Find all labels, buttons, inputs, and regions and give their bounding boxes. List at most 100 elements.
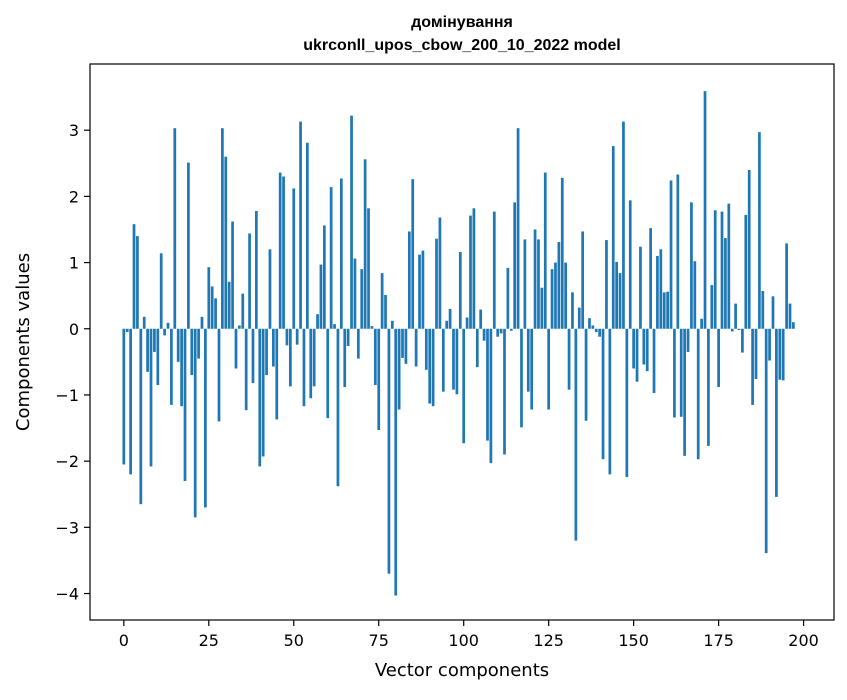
bar xyxy=(557,242,561,329)
bar xyxy=(401,328,404,358)
bar xyxy=(122,328,126,465)
bar xyxy=(424,328,428,370)
bar xyxy=(690,202,693,329)
bar xyxy=(649,228,652,329)
bar xyxy=(353,258,357,329)
bar xyxy=(509,328,513,331)
bar xyxy=(435,238,438,329)
bar xyxy=(448,308,452,329)
bar xyxy=(319,264,323,329)
y-axis-ticks: −4 −3 −2 −1 0 1 2 3 xyxy=(55,121,90,604)
bar xyxy=(458,251,462,329)
bar xyxy=(537,239,540,329)
bar xyxy=(608,328,612,475)
bar xyxy=(136,236,139,329)
bar xyxy=(465,317,469,329)
bar xyxy=(605,240,608,329)
bar xyxy=(346,328,350,346)
y-tick-label: 3 xyxy=(69,121,79,140)
bar xyxy=(207,267,211,329)
bar xyxy=(594,328,598,333)
x-tick-label: 150 xyxy=(618,631,649,650)
bar xyxy=(598,328,602,337)
x-tick-label: 100 xyxy=(448,631,479,650)
bar xyxy=(360,269,364,329)
bar xyxy=(506,267,510,329)
bar xyxy=(479,309,483,329)
bar xyxy=(163,328,166,336)
bar xyxy=(768,328,771,361)
bar xyxy=(550,269,554,329)
bar xyxy=(475,328,479,368)
bar xyxy=(265,328,268,376)
bar xyxy=(278,172,282,329)
bar xyxy=(764,328,768,554)
x-tick-label: 200 xyxy=(788,631,819,650)
bar xyxy=(251,328,255,384)
bar xyxy=(180,328,183,407)
x-tick-label: 0 xyxy=(119,631,129,650)
bar xyxy=(407,231,411,329)
bar xyxy=(703,91,707,329)
bar xyxy=(268,249,272,329)
bar xyxy=(289,328,292,387)
y-tick-label: −1 xyxy=(55,386,79,405)
bar xyxy=(316,314,319,329)
x-tick-label: 175 xyxy=(703,631,734,650)
bar xyxy=(326,328,330,419)
bar xyxy=(166,322,170,329)
y-tick-label: −2 xyxy=(55,452,79,471)
bar xyxy=(707,328,710,446)
bar xyxy=(489,328,493,464)
bar xyxy=(727,203,731,329)
bar xyxy=(302,328,306,407)
bar xyxy=(238,325,241,329)
bar xyxy=(676,174,680,329)
bar xyxy=(197,328,200,359)
bar xyxy=(397,328,401,410)
bar xyxy=(295,328,299,345)
bar xyxy=(482,328,486,341)
bar xyxy=(329,187,333,329)
bar xyxy=(139,328,143,505)
bar xyxy=(720,211,724,329)
x-axis-ticks: 0 25 50 75 100 125 150 175 200 xyxy=(119,620,819,650)
bar xyxy=(642,328,646,365)
bar xyxy=(421,250,425,329)
bar xyxy=(584,328,588,421)
bar xyxy=(771,296,775,329)
bar xyxy=(754,328,758,380)
bar xyxy=(411,179,415,329)
bar xyxy=(775,328,778,497)
x-tick-label: 125 xyxy=(533,631,564,650)
bar xyxy=(373,328,377,386)
bar xyxy=(370,326,374,329)
bar xyxy=(387,328,391,574)
bar xyxy=(662,292,666,329)
bar xyxy=(452,328,455,390)
bar xyxy=(696,328,700,460)
bar xyxy=(431,328,435,407)
bar xyxy=(343,328,347,388)
bar xyxy=(438,217,442,329)
bar xyxy=(309,328,313,399)
bar xyxy=(564,262,568,329)
bar xyxy=(632,328,635,369)
bar xyxy=(543,172,547,329)
bar xyxy=(567,328,571,390)
chart-title-line-1: домінування xyxy=(411,14,513,31)
bar xyxy=(781,328,785,381)
bar xyxy=(258,328,262,467)
bar xyxy=(741,328,744,353)
bar xyxy=(248,233,251,329)
bar xyxy=(231,221,234,329)
bar xyxy=(540,287,544,329)
y-tick-label: −4 xyxy=(55,585,79,604)
bar xyxy=(170,328,173,405)
bar xyxy=(187,162,190,329)
bar xyxy=(125,328,129,333)
bar xyxy=(744,214,748,329)
bar xyxy=(700,318,703,329)
bar xyxy=(244,328,248,411)
